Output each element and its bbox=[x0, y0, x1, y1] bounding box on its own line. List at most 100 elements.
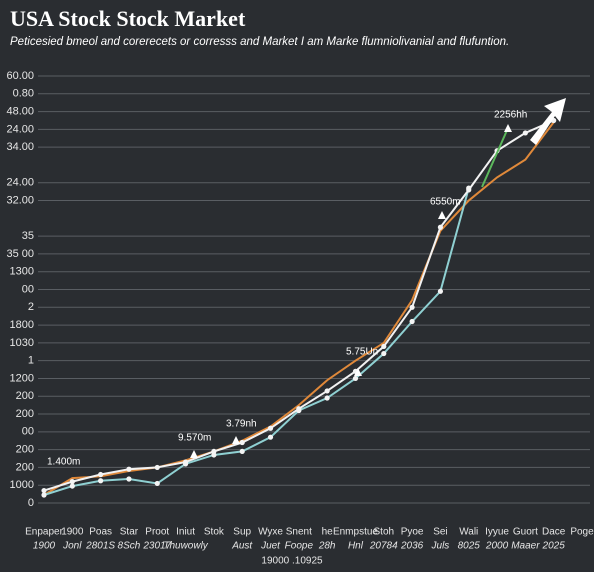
data-point bbox=[381, 350, 387, 357]
x-tick-sublabel: Maaer bbox=[511, 541, 540, 552]
y-tick-label: 2 bbox=[28, 301, 34, 313]
annotation-marker bbox=[504, 124, 512, 132]
data-point bbox=[324, 388, 330, 394]
y-tick-label: 24.00 bbox=[6, 123, 34, 135]
y-tick-label: 200 bbox=[16, 408, 34, 420]
x-tick-label: Wali bbox=[459, 527, 478, 538]
data-point bbox=[126, 476, 132, 482]
x-tick-sublabel: 28h bbox=[318, 541, 336, 552]
annotation-marker bbox=[232, 436, 240, 444]
data-point bbox=[239, 439, 245, 446]
x-tick-sublabel: 2000 bbox=[485, 541, 509, 552]
y-tick-label: 1800 bbox=[10, 319, 34, 331]
data-point bbox=[69, 479, 75, 485]
chart-title: USA Stock Stock Market bbox=[10, 6, 246, 31]
x-tick-label: Snent bbox=[286, 527, 312, 538]
annotation-marker bbox=[438, 211, 446, 219]
data-point bbox=[41, 492, 47, 498]
data-point bbox=[522, 130, 528, 136]
data-point bbox=[437, 288, 444, 294]
data-point bbox=[98, 471, 104, 478]
data-point bbox=[352, 375, 359, 382]
x-tick-label: Iyyue bbox=[485, 527, 509, 538]
y-tick-label: 34.00 bbox=[6, 141, 34, 153]
x-tick-sublabel: 8025 bbox=[458, 541, 481, 552]
data-point bbox=[437, 224, 444, 230]
x-tick-label: Sei bbox=[433, 527, 447, 538]
y-tick-label: 48.00 bbox=[6, 105, 34, 117]
green-accent bbox=[481, 127, 509, 188]
data-point bbox=[69, 483, 75, 489]
x-tick-label: Stoh bbox=[374, 527, 395, 538]
x-tick-label: Guort bbox=[513, 527, 538, 538]
data-point bbox=[154, 464, 160, 471]
annotation: 9.570m bbox=[178, 433, 211, 444]
x-tick-label: Wyxe bbox=[258, 527, 283, 538]
chart-subtitle: Peticesied bmeol and corerecets or corre… bbox=[10, 36, 509, 48]
y-tick-label: 200 bbox=[16, 390, 34, 402]
y-tick-label: 24.00 bbox=[6, 177, 34, 189]
y-tick-label: 1200 bbox=[10, 372, 34, 384]
series-line bbox=[43, 187, 470, 496]
data-point bbox=[211, 452, 217, 458]
x-tick-label: Enpaper bbox=[25, 527, 63, 538]
data-point bbox=[154, 480, 160, 487]
x-tick-sublabel: Juls bbox=[431, 541, 450, 552]
y-tick-label: 0.80 bbox=[13, 88, 34, 100]
x-tick-label: Proot bbox=[145, 527, 169, 538]
data-point bbox=[466, 187, 472, 193]
data-point bbox=[324, 395, 330, 401]
data-point bbox=[98, 478, 104, 484]
annotation: 5.75Un bbox=[346, 347, 378, 358]
x-tick-sublabel: Thuwowly bbox=[163, 541, 208, 552]
data-point bbox=[409, 304, 415, 310]
data-point bbox=[41, 487, 47, 494]
x-tick-label: Sup bbox=[233, 527, 251, 538]
y-tick-label: 35 00 bbox=[6, 248, 34, 260]
x-tick-sublabel: Juet bbox=[260, 541, 281, 552]
data-point bbox=[296, 406, 302, 412]
x-tick-sublabel: Aust bbox=[231, 541, 253, 552]
x-tick-sublabel: 2801S bbox=[85, 541, 115, 552]
data-point bbox=[267, 425, 274, 431]
y-tick-label: 35 bbox=[22, 230, 34, 242]
annotation: 3.79nh bbox=[226, 419, 257, 430]
data-point bbox=[381, 343, 387, 350]
data-point bbox=[239, 448, 245, 455]
y-tick-label: 200 bbox=[16, 444, 34, 456]
x-tick-label: he bbox=[322, 527, 334, 538]
x-tick-sublabel: 2025 bbox=[542, 541, 566, 552]
y-tick-label: 0 bbox=[28, 497, 34, 509]
x-tick-sublabel: Hnl bbox=[348, 541, 364, 552]
x-tick-sublabel: 23017 bbox=[142, 541, 171, 552]
y-tick-label: 00 bbox=[22, 283, 34, 295]
x-tick-label: 1900 bbox=[61, 527, 84, 538]
y-tick-label: 200 bbox=[16, 461, 34, 473]
x-tick-label: Iniut bbox=[176, 527, 195, 538]
x-tick-sublabel: 2036 bbox=[400, 541, 424, 552]
y-tick-label: 32.00 bbox=[6, 194, 34, 206]
y-tick-label: 1 bbox=[28, 355, 34, 367]
x-tick-sublabel: 1900 bbox=[33, 541, 56, 552]
trend-arrow bbox=[530, 98, 566, 145]
y-tick-label: 60.00 bbox=[6, 70, 34, 82]
x-axis-label: 19000 .10925 bbox=[261, 556, 323, 567]
x-tick-sublabel: Foope bbox=[285, 541, 314, 552]
data-point bbox=[409, 318, 415, 325]
x-tick-label: Enmpstue bbox=[333, 527, 378, 538]
x-tick-label: Dace bbox=[542, 527, 566, 538]
x-tick-label: Pyoe bbox=[401, 527, 424, 538]
y-tick-label: 1000 bbox=[10, 479, 34, 491]
x-tick-label: Stok bbox=[204, 527, 225, 538]
annotation: 1.400m bbox=[47, 457, 80, 468]
annotation: 6550m bbox=[430, 197, 461, 208]
data-point bbox=[267, 434, 274, 440]
x-tick-label: Poas bbox=[89, 527, 112, 538]
annotation-marker bbox=[354, 368, 362, 376]
y-tick-label: 1300 bbox=[10, 266, 34, 278]
annotation: 2256hh bbox=[494, 110, 527, 121]
data-point bbox=[211, 448, 217, 455]
x-tick-label: Star bbox=[120, 527, 139, 538]
